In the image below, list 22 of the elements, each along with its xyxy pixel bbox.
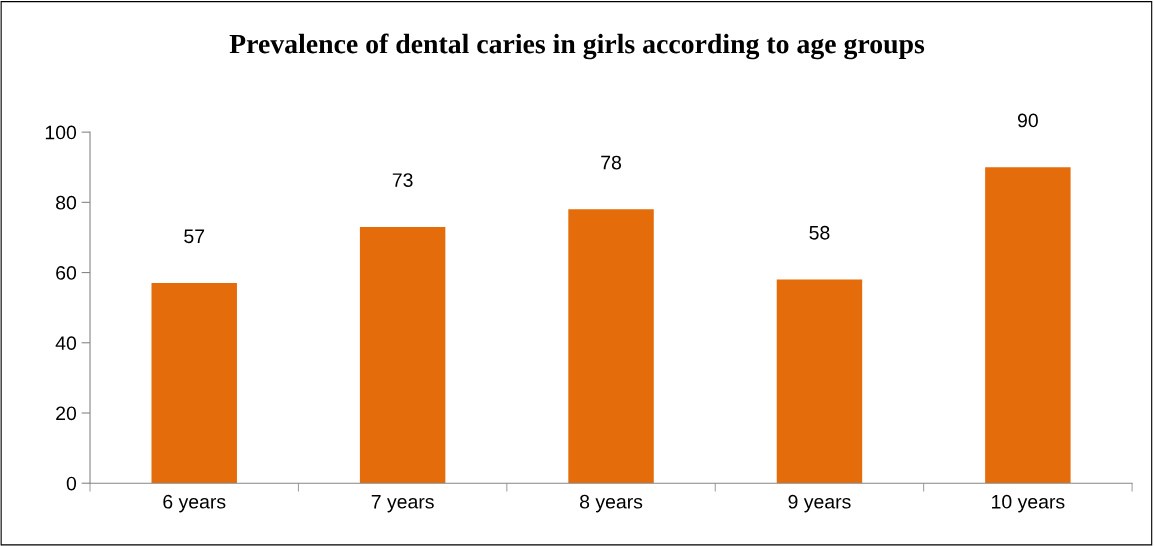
data-label: 73 — [392, 173, 413, 187]
x-tick-label: 9 years — [788, 494, 851, 513]
data-label: 57 — [184, 229, 205, 244]
x-tick-label: 10 years — [992, 494, 1065, 513]
bar — [985, 167, 1071, 484]
bar — [359, 226, 446, 484]
y-tick-label: 20 — [56, 406, 77, 421]
data-label: 90 — [1017, 113, 1038, 128]
data-label: 78 — [601, 155, 622, 170]
x-tick-label: 8 years — [580, 494, 643, 513]
y-tick-label: 40 — [55, 336, 77, 351]
x-tick-label: 7 years — [371, 495, 434, 513]
y-tick-label: 80 — [56, 195, 77, 210]
y-tick-label: 60 — [56, 266, 77, 280]
y-tick-label: 100 — [45, 125, 77, 140]
bar — [776, 279, 863, 484]
y-tick-label: 0 — [66, 476, 77, 491]
x-tick-label: 6 years — [163, 494, 226, 513]
chart-title: Prevalence of dental caries in girls according to age groups — [229, 33, 925, 60]
data-label: 58 — [809, 225, 830, 240]
bar — [568, 209, 654, 484]
bar — [151, 283, 237, 484]
